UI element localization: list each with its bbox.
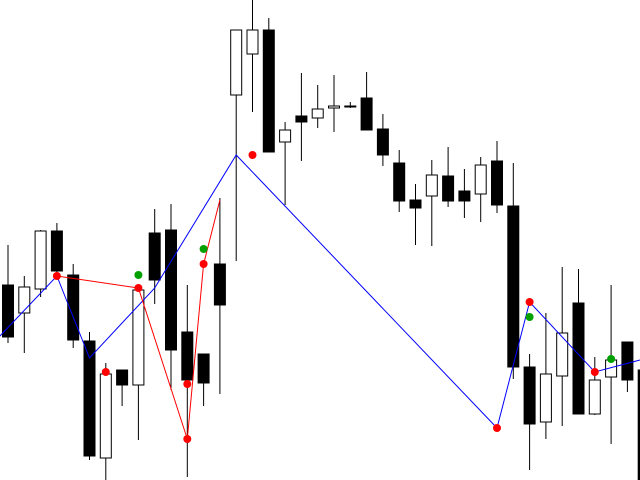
pivot-marker-red — [248, 151, 257, 159]
candle-body-bull — [311, 108, 324, 119]
candle-body-bear — [458, 190, 471, 202]
candle-body-bull — [588, 379, 601, 415]
candle-body-bear — [621, 341, 634, 381]
candle-body-bull — [539, 373, 552, 423]
candle-body-bull — [34, 230, 47, 290]
candle-body-bear — [165, 229, 177, 351]
candle-body-bull — [279, 129, 292, 143]
pivot-marker-green — [525, 313, 534, 321]
pivot-marker-green — [607, 355, 616, 363]
candle-body-bear — [360, 97, 373, 131]
candle-body-bear — [181, 331, 194, 381]
candle-body-bear — [409, 199, 422, 209]
candle-bodies — [2, 29, 640, 480]
candle-body-bull — [132, 289, 145, 386]
candle-body-bear — [442, 175, 455, 202]
candle-body-bear — [507, 205, 520, 368]
candle-body-bear — [148, 232, 161, 281]
candle-body-bear — [393, 162, 406, 202]
candle-body-bull — [556, 332, 569, 377]
candle-body-bear — [213, 263, 226, 306]
pivot-marker-red — [493, 424, 501, 432]
candle-body-bear — [83, 340, 96, 457]
candle-body-bear — [262, 29, 275, 153]
pivot-marker-red — [52, 272, 61, 280]
pivot-marker-red — [183, 435, 192, 443]
pivot-marker-red — [101, 368, 110, 376]
pivot-marker-red — [199, 260, 208, 268]
candle-body-bear — [197, 353, 210, 384]
candle-body-bear — [523, 366, 536, 425]
candle-body-bull — [328, 105, 340, 109]
candle-body-bear — [491, 160, 503, 206]
pivot-marker-red — [590, 368, 599, 376]
candle-body-bull — [230, 29, 243, 96]
pivot-marker-green — [134, 271, 143, 279]
candle-body-bull — [18, 286, 31, 314]
candle-body-bull — [474, 164, 487, 195]
pivot-marker-red — [183, 380, 192, 388]
candle-body-bear — [637, 369, 640, 480]
pivot-markers — [52, 151, 616, 443]
pivot-marker-green — [199, 245, 208, 253]
candle-body-bear — [2, 284, 14, 338]
candle-body-bear — [376, 128, 389, 156]
candle-body-bear — [295, 115, 308, 123]
candle-body-bull — [246, 29, 259, 55]
candle-body-bull — [99, 373, 112, 459]
candle-body-bear — [572, 302, 585, 415]
candle-body-bear — [50, 230, 63, 272]
pivot-marker-red — [525, 298, 534, 306]
candle-body-bull — [344, 105, 357, 108]
pivot-marker-red — [134, 284, 143, 292]
candle-body-bear — [116, 369, 129, 386]
zigzag-line-main — [0, 154, 640, 429]
candle-body-bull — [425, 174, 438, 197]
candle-body-bear — [67, 274, 80, 341]
